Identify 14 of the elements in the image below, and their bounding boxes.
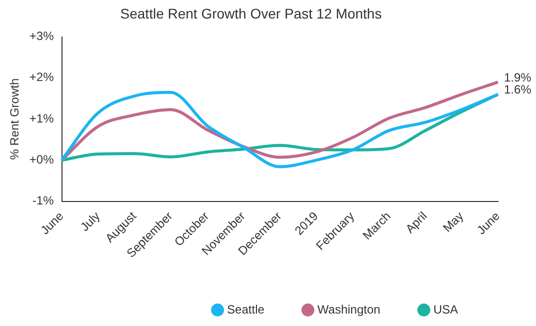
chart-title: Seattle Rent Growth Over Past 12 Months bbox=[120, 5, 382, 22]
y-axis-title: % Rent Growth bbox=[8, 78, 22, 160]
data-label: 1.9% bbox=[504, 70, 532, 84]
data-label: 1.6% bbox=[504, 82, 532, 97]
y-tick-label: +0% bbox=[29, 152, 54, 166]
y-tick-label: +2% bbox=[29, 70, 54, 84]
legend-label: Seattle bbox=[227, 302, 265, 316]
x-tick-label: July bbox=[78, 208, 103, 234]
y-tick-label: +1% bbox=[29, 111, 54, 126]
y-tick-label: -1% bbox=[32, 194, 54, 208]
x-tick-label: May bbox=[440, 208, 466, 235]
legend-label: Washington bbox=[317, 302, 380, 316]
legend-label: USA bbox=[433, 302, 458, 316]
y-tick-label: +3% bbox=[29, 29, 54, 44]
